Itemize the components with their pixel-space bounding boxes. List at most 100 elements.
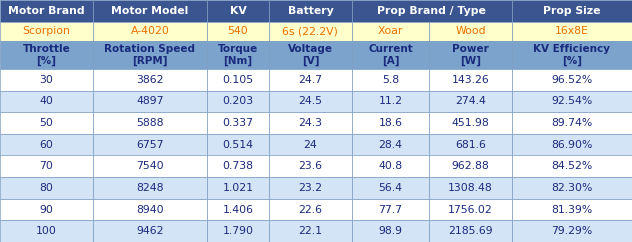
Bar [93,22,207,41]
Text: 23.2: 23.2 [298,183,322,193]
Text: Power
[W]: Power [W] [452,44,489,66]
Bar [512,91,632,112]
Bar [93,91,207,112]
Text: 0.337: 0.337 [222,118,253,128]
Text: 50: 50 [39,118,53,128]
Bar [512,220,632,242]
Text: Xoar: Xoar [378,27,403,37]
Bar [269,177,352,199]
Text: 40: 40 [39,97,53,106]
Bar [207,177,269,199]
Bar [269,22,352,41]
Text: 60: 60 [39,140,53,150]
Text: 0.738: 0.738 [222,161,253,171]
Text: 7540: 7540 [136,161,164,171]
Text: 89.74%: 89.74% [551,118,593,128]
Bar [429,220,512,242]
Text: 143.26: 143.26 [452,75,489,85]
Text: 1.406: 1.406 [222,204,253,215]
Bar [269,112,352,134]
Bar [512,156,632,177]
Text: 2185.69: 2185.69 [448,226,493,236]
Bar [352,91,429,112]
Bar [93,177,207,199]
Text: 80: 80 [39,183,53,193]
Bar [0,41,93,69]
Text: Motor Brand: Motor Brand [8,6,85,16]
Text: 8940: 8940 [136,204,164,215]
Bar [269,41,352,69]
Text: 24.3: 24.3 [298,118,322,128]
Bar [512,199,632,220]
Bar [352,220,429,242]
Bar [207,91,269,112]
Text: 0.514: 0.514 [222,140,253,150]
Bar [269,0,352,22]
Bar [429,22,512,41]
Text: 82.30%: 82.30% [551,183,593,193]
Text: 0.105: 0.105 [222,75,253,85]
Bar [512,41,632,69]
Bar [93,156,207,177]
Bar [429,69,512,91]
Bar [0,156,93,177]
Bar [0,220,93,242]
Bar [93,112,207,134]
Text: 86.90%: 86.90% [551,140,593,150]
Text: 28.4: 28.4 [379,140,403,150]
Bar [352,156,429,177]
Text: 22.1: 22.1 [298,226,322,236]
Text: 8248: 8248 [136,183,164,193]
Bar [429,91,512,112]
Bar [0,22,93,41]
Text: 6757: 6757 [136,140,164,150]
Bar [429,41,512,69]
Text: Prop Size: Prop Size [544,6,600,16]
Bar [269,156,352,177]
Text: KV: KV [229,6,246,16]
Text: 1308.48: 1308.48 [448,183,493,193]
Text: 4897: 4897 [136,97,164,106]
Text: Prop Brand / Type: Prop Brand / Type [377,6,486,16]
Text: 0.203: 0.203 [222,97,253,106]
Bar [207,220,269,242]
Bar [93,0,207,22]
Text: 9462: 9462 [136,226,164,236]
Text: 274.4: 274.4 [455,97,486,106]
Text: 24.5: 24.5 [298,97,322,106]
Text: 540: 540 [228,27,248,37]
Text: 6s (22.2V): 6s (22.2V) [283,27,338,37]
Text: KV Efficiency
[%]: KV Efficiency [%] [533,44,611,66]
Text: 962.88: 962.88 [452,161,489,171]
Bar [207,112,269,134]
Text: 24: 24 [303,140,317,150]
Bar [207,156,269,177]
Bar [207,69,269,91]
Text: 84.52%: 84.52% [551,161,593,171]
Text: 79.29%: 79.29% [551,226,593,236]
Text: 40.8: 40.8 [379,161,403,171]
Bar [512,69,632,91]
Bar [352,134,429,156]
Bar [352,41,429,69]
Text: 681.6: 681.6 [455,140,486,150]
Bar [269,220,352,242]
Text: 5.8: 5.8 [382,75,399,85]
Bar [269,91,352,112]
Bar [93,41,207,69]
Text: 3862: 3862 [136,75,164,85]
Bar [352,22,429,41]
Text: 77.7: 77.7 [379,204,403,215]
Text: 70: 70 [39,161,53,171]
Bar [429,199,512,220]
Text: 11.2: 11.2 [379,97,403,106]
Bar [207,134,269,156]
Text: 16x8E: 16x8E [555,27,589,37]
Text: Voltage
[V]: Voltage [V] [288,44,333,66]
Text: 451.98: 451.98 [452,118,489,128]
Text: 81.39%: 81.39% [551,204,593,215]
Text: A-4020: A-4020 [130,27,169,37]
Text: 92.54%: 92.54% [551,97,593,106]
Bar [429,112,512,134]
Bar [93,134,207,156]
